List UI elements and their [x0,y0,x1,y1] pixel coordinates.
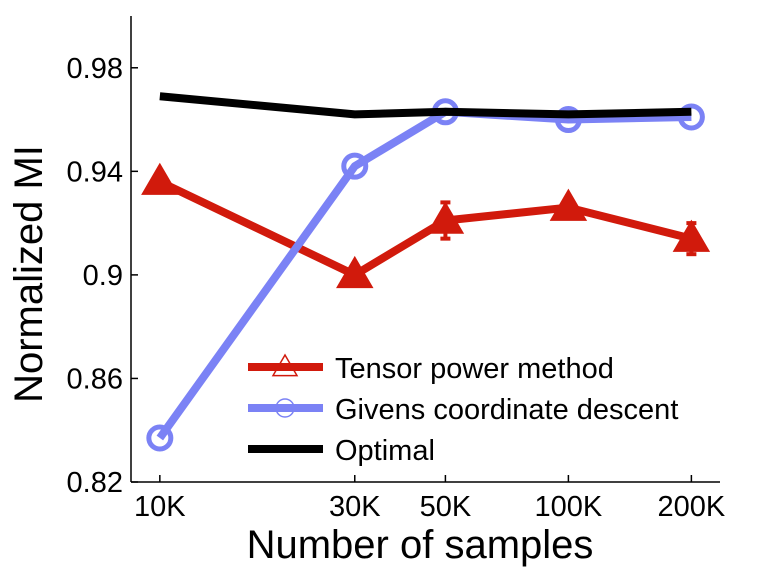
x-tick-label: 30K [329,491,381,523]
legend-item-optimal: Optimal [248,435,435,467]
x-tick-label: 200K [658,491,726,523]
y-tick-label: 0.9 [83,260,123,292]
x-tick-label: 50K [420,491,472,523]
legend-label: Givens coordinate descent [335,394,678,426]
series-tensor-power-method [141,162,711,289]
y-axis-title: Normalized MI [7,145,51,403]
series-optimal [159,92,692,119]
legend-item-tensor-power-method: Tensor power method [248,353,614,385]
legend-label: Tensor power method [335,353,614,385]
legend-marker [271,353,299,377]
x-tick-label: 10K [134,491,186,523]
y-tick-label: 0.86 [67,363,123,395]
data-point [146,424,174,452]
data-point [426,201,465,234]
x-tick-label: 100K [535,491,603,523]
series-line [159,92,692,119]
legend-item-givens-coordinate-descent: Givens coordinate descent [248,394,678,426]
data-point [141,162,179,195]
y-tick-label: 0.98 [67,53,123,85]
data-point [336,255,374,289]
series-layer [141,92,711,452]
series-line [156,107,692,441]
data-point [341,152,369,180]
legend-label: Optimal [335,435,435,467]
axes: 0.82 0.86 0.9 0.94 0.98 10K 30K 50K 100K 200K [67,16,726,523]
y-tick-label: 0.94 [67,156,123,188]
data-point [554,106,582,134]
legend-marker [275,398,295,418]
data-point [672,219,711,252]
series-line [158,178,693,279]
x-axis-title: Number of samples [247,523,594,567]
y-tick-label: 0.82 [67,467,123,499]
data-point [549,188,588,221]
data-point [677,103,705,131]
legend: Tensor power method Givens coordinate des… [248,353,678,467]
